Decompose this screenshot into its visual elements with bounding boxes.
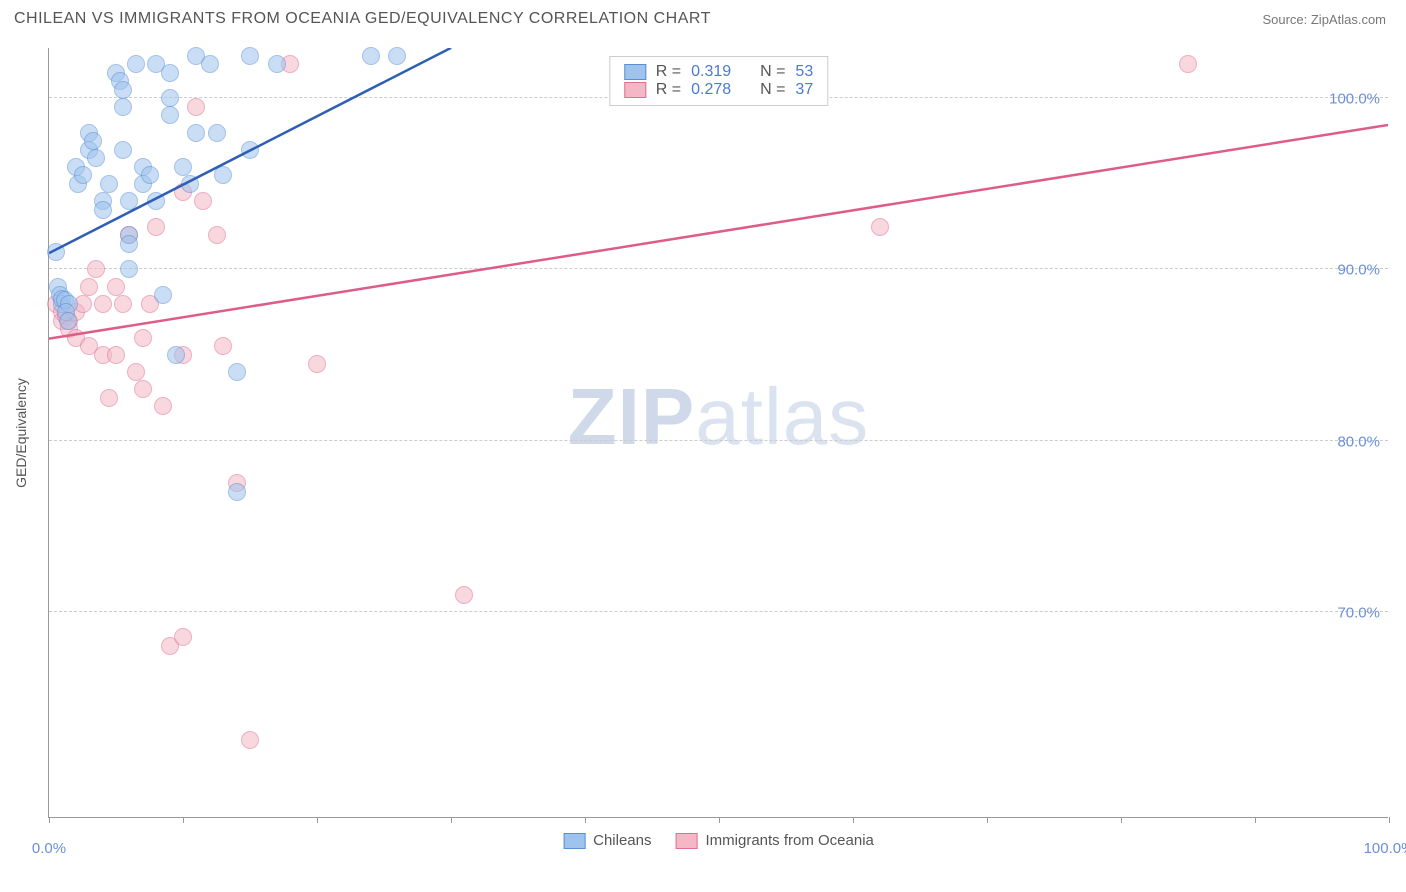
data-point [147,192,165,210]
data-point [141,166,159,184]
data-point [147,218,165,236]
swatch-oceania [624,82,646,98]
y-tick-label: 70.0% [1337,604,1380,621]
data-point [208,124,226,142]
data-point [59,312,77,330]
data-point [87,149,105,167]
swatch-chileans [624,64,646,80]
n-label: N = [760,63,785,81]
data-point [308,355,326,373]
legend-label: Immigrants from Oceania [705,832,873,849]
data-point [194,192,212,210]
r-value: 0.319 [691,63,731,81]
data-point [362,47,380,65]
y-tick-label: 100.0% [1329,91,1380,108]
data-point [94,201,112,219]
y-axis-label: GED/Equivalency [13,378,29,488]
data-point [154,397,172,415]
data-point [120,235,138,253]
data-point [114,295,132,313]
data-point [134,329,152,347]
data-point [241,141,259,159]
data-point [241,47,259,65]
data-point [87,260,105,278]
data-point [120,260,138,278]
data-point [107,278,125,296]
data-point [214,166,232,184]
swatch-chileans [563,833,585,849]
data-point [74,166,92,184]
n-value: 37 [795,81,813,99]
x-tick-label: 0.0% [32,840,66,857]
data-point [161,89,179,107]
data-point [114,98,132,116]
data-point [167,346,185,364]
data-point [201,55,219,73]
data-point [208,226,226,244]
data-point [84,132,102,150]
data-point [114,141,132,159]
stats-legend: R = 0.319 N = 53 R = 0.278 N = 37 [609,56,828,106]
data-point [100,389,118,407]
data-point [268,55,286,73]
data-point [187,98,205,116]
data-point [174,158,192,176]
data-point [94,295,112,313]
data-point [100,175,118,193]
data-point [114,81,132,99]
data-point [455,586,473,604]
chart-title: CHILEAN VS IMMIGRANTS FROM OCEANIA GED/E… [14,10,711,28]
data-point [228,483,246,501]
data-point [47,243,65,261]
plot-area: GED/Equivalency ZIPatlas 70.0%80.0%90.0%… [48,48,1388,818]
data-point [187,124,205,142]
data-point [161,106,179,124]
series-legend: Chileans Immigrants from Oceania [563,832,874,849]
n-value: 53 [795,63,813,81]
data-point [80,278,98,296]
data-point [134,380,152,398]
source-label: Source: ZipAtlas.com [1262,12,1386,27]
y-tick-label: 80.0% [1337,433,1380,450]
legend-item-chileans: Chileans [563,832,651,849]
data-point [1179,55,1197,73]
legend-item-oceania: Immigrants from Oceania [675,832,873,849]
data-point [161,64,179,82]
data-point [181,175,199,193]
data-point [241,731,259,749]
n-label: N = [760,81,785,99]
y-tick-label: 90.0% [1337,262,1380,279]
data-point [120,192,138,210]
data-point [127,55,145,73]
data-point [228,363,246,381]
data-point [107,346,125,364]
legend-label: Chileans [593,832,651,849]
r-label: R = [656,81,681,99]
data-point [127,363,145,381]
r-label: R = [656,63,681,81]
x-tick-label: 100.0% [1364,840,1406,857]
stats-row: R = 0.278 N = 37 [624,81,813,99]
data-point [174,628,192,646]
swatch-oceania [675,833,697,849]
data-point [154,286,172,304]
stats-row: R = 0.319 N = 53 [624,63,813,81]
data-point [388,47,406,65]
data-point [214,337,232,355]
r-value: 0.278 [691,81,731,99]
data-point [871,218,889,236]
